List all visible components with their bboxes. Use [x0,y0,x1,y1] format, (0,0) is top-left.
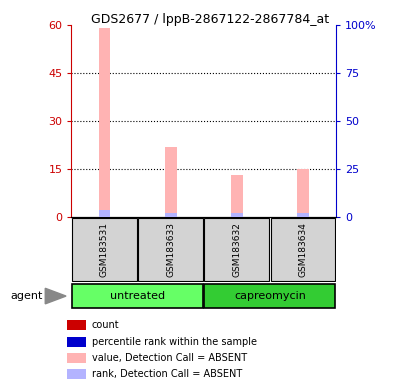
Bar [205,218,269,281]
Text: rank, Detection Call = ABSENT: rank, Detection Call = ABSENT [92,369,242,379]
Bar [72,218,137,281]
Text: capreomycin: capreomycin [234,291,306,301]
Text: GDS2677 / lppB-2867122-2867784_at: GDS2677 / lppB-2867122-2867784_at [91,13,329,26]
Bar [231,175,243,217]
Bar [165,147,176,217]
Bar [297,169,309,217]
Bar [270,218,335,281]
Bar [67,337,86,347]
Bar [138,218,203,281]
Text: value, Detection Call = ABSENT: value, Detection Call = ABSENT [92,353,247,363]
Text: untreated: untreated [110,291,165,301]
Bar [67,369,86,379]
Bar [99,210,110,217]
Bar [231,213,243,217]
Bar [165,213,176,217]
Text: count: count [92,320,119,330]
Text: agent: agent [10,291,43,301]
Bar [67,353,86,362]
Text: GSM183632: GSM183632 [232,222,241,277]
Text: GSM183634: GSM183634 [299,222,307,277]
Bar [72,284,203,308]
Polygon shape [45,288,66,304]
Bar [297,213,309,217]
Bar [205,284,335,308]
Bar [99,28,110,217]
Text: percentile rank within the sample: percentile rank within the sample [92,337,257,347]
Text: GSM183633: GSM183633 [166,222,175,277]
Bar [67,320,86,330]
Text: GSM183531: GSM183531 [100,222,109,277]
